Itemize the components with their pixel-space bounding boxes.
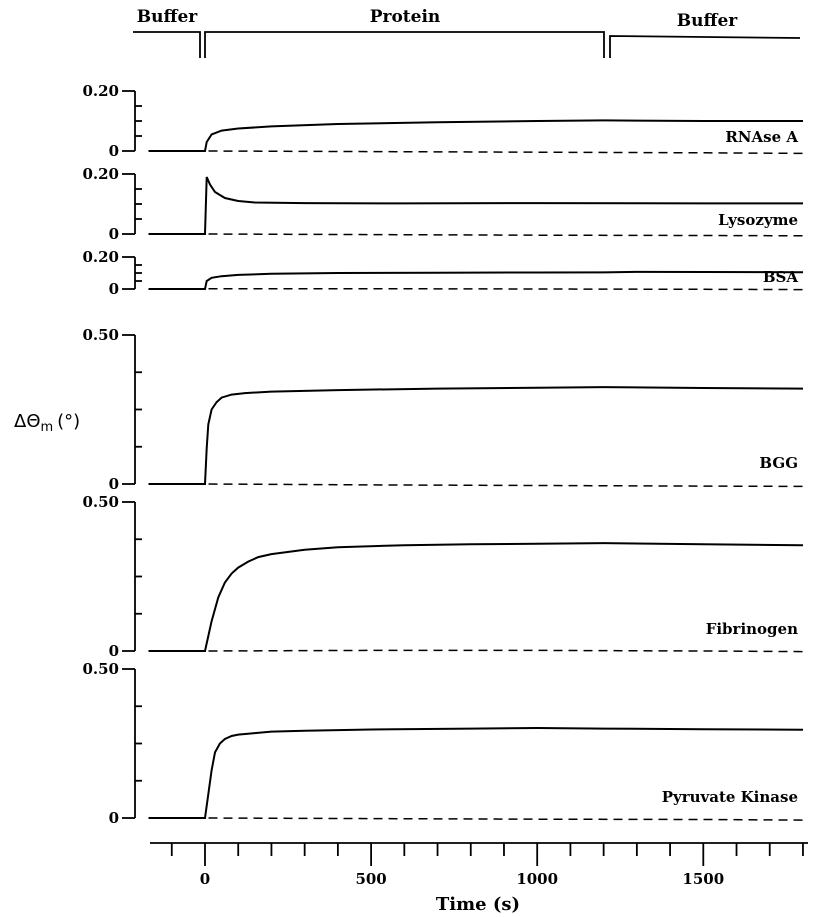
y-tick-label: 0 bbox=[109, 809, 119, 827]
y-tick-label: 0 bbox=[109, 280, 119, 298]
series-line-solid bbox=[148, 726, 804, 819]
series-line-dashed bbox=[148, 817, 804, 821]
panel-label: BGG bbox=[759, 454, 798, 472]
phase-bracket-buffer-right bbox=[609, 35, 801, 58]
panel-pyruvate-kinase: 0 0.50 Pyruvate Kinase bbox=[82, 660, 804, 827]
series-line-dashed bbox=[148, 649, 804, 653]
phase-bracket: Buffer Protein Buffer bbox=[133, 7, 801, 58]
panel-label: BSA bbox=[763, 268, 799, 286]
y-tick-label: 0 bbox=[109, 475, 119, 493]
y-tick-label: 0.20 bbox=[82, 248, 119, 266]
y-tick-label: 0 bbox=[109, 225, 119, 243]
x-tick-label: 1000 bbox=[516, 870, 558, 888]
panel-label: Lysozyme bbox=[718, 211, 798, 229]
panel-lysozyme: 0 0.20 Lysozyme bbox=[82, 165, 804, 243]
phase-bracket-buffer-left bbox=[133, 31, 201, 58]
panel-bgg: 0 0.50 BGG bbox=[82, 326, 804, 493]
x-tick-label: 0 bbox=[200, 870, 210, 888]
x-tick-label: 500 bbox=[355, 870, 386, 888]
y-tick-label: 0.20 bbox=[82, 165, 119, 183]
panel-label: RNAse A bbox=[725, 128, 798, 146]
series-line-dashed bbox=[148, 233, 804, 237]
panel-label: Fibrinogen bbox=[706, 620, 798, 638]
x-axis-label: Time (s) bbox=[436, 894, 520, 915]
y-tick-label: 0.20 bbox=[82, 82, 119, 100]
series-line-solid bbox=[148, 119, 803, 152]
series-line-dashed bbox=[148, 483, 804, 488]
y-tick-label: 0.50 bbox=[82, 326, 119, 344]
y-tick-label: 0.50 bbox=[82, 493, 119, 511]
y-axis-label: ΔΘm (°) bbox=[14, 411, 80, 435]
y-axis-label-unit: (°) bbox=[57, 411, 80, 432]
y-axis-label-symbol: ΔΘ bbox=[14, 411, 40, 432]
series-line-solid bbox=[148, 542, 804, 652]
series-line-dashed bbox=[148, 150, 804, 155]
series-line-solid bbox=[148, 270, 804, 290]
phase-bracket-protein bbox=[204, 31, 605, 58]
svg-text:ΔΘm(°): ΔΘm (°) bbox=[14, 411, 80, 435]
x-tick-label: 1500 bbox=[682, 870, 724, 888]
phase-label-protein: Protein bbox=[370, 7, 441, 27]
x-axis: 0 500 1000 1500 bbox=[150, 842, 808, 888]
panel-rnase-a: 0 0.20 RNAse A bbox=[82, 82, 804, 160]
y-tick-label: 0 bbox=[109, 142, 119, 160]
panel-label: Pyruvate Kinase bbox=[662, 788, 798, 806]
phase-label-buffer-1: Buffer bbox=[137, 7, 198, 27]
panel-fibrinogen: 0 0.50 Fibrinogen bbox=[82, 493, 804, 660]
panel-bsa: 0 0.20 BSA bbox=[82, 248, 804, 298]
y-axis-label-subscript: m bbox=[40, 420, 53, 435]
series-line-dashed bbox=[148, 287, 804, 291]
y-tick-label: 0.50 bbox=[82, 660, 119, 678]
series-line-solid bbox=[148, 386, 804, 485]
phase-label-buffer-2: Buffer bbox=[677, 11, 738, 31]
series-line-solid bbox=[148, 176, 803, 235]
y-tick-label: 0 bbox=[109, 642, 119, 660]
